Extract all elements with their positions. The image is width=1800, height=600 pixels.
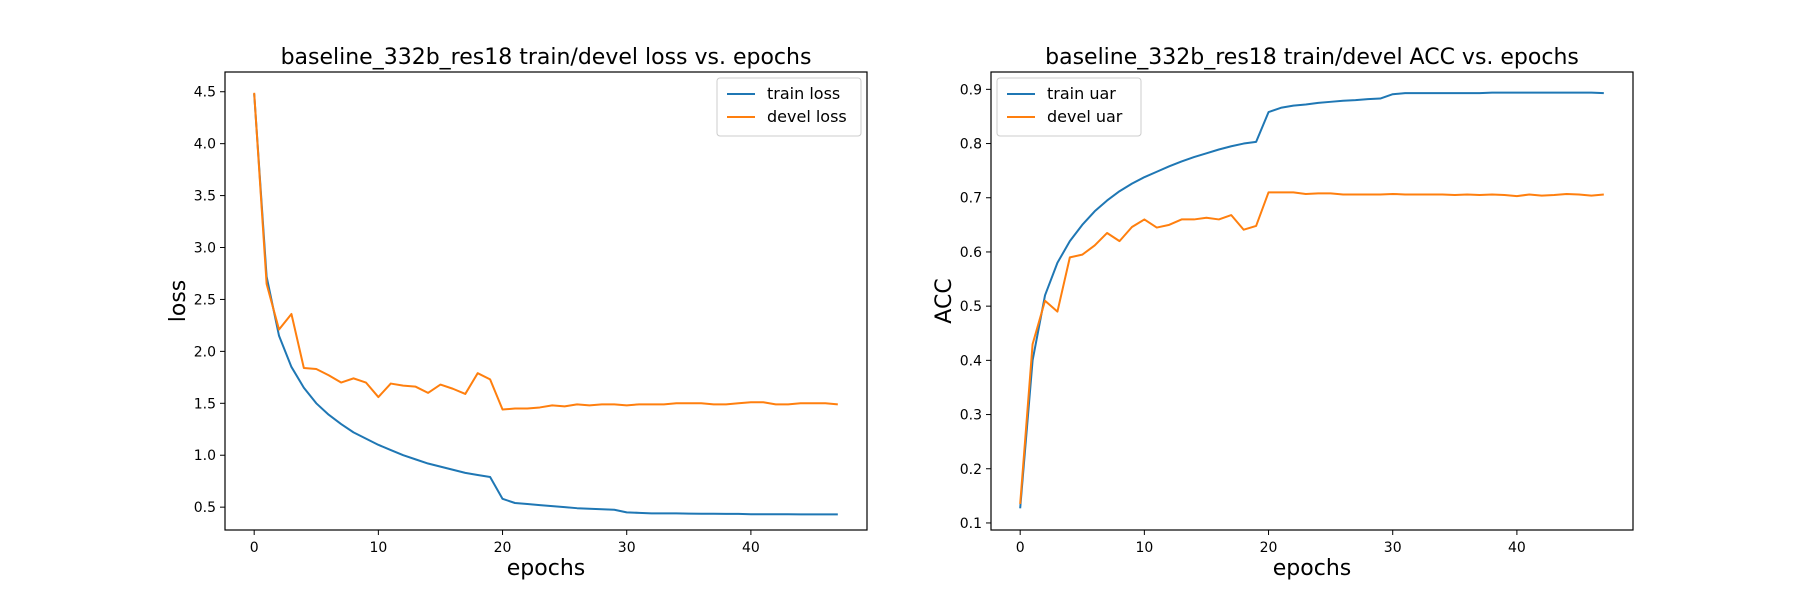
loss-legend-label-devel-loss: devel loss xyxy=(767,107,847,126)
acc-chart: baseline_332b_res18 train/devel ACC vs. … xyxy=(932,45,1634,581)
acc-y-tick-label: 0.1 xyxy=(960,516,982,532)
loss-y-tick-label: 3.0 xyxy=(194,241,216,257)
loss-chart: baseline_332b_res18 train/devel loss vs.… xyxy=(166,45,868,581)
acc-y-tick-label: 0.2 xyxy=(960,462,982,478)
acc-x-tick-label: 20 xyxy=(1260,540,1278,556)
loss-chart-x-axis-label: epochs xyxy=(507,556,585,581)
acc-series-train-uar xyxy=(1019,91,1604,509)
loss-chart-y-axis-label: loss xyxy=(166,280,191,323)
acc-y-tick-label: 0.5 xyxy=(960,299,982,315)
acc-y-tick-label: 0.9 xyxy=(960,82,982,98)
acc-plot-frame xyxy=(990,71,1634,531)
loss-chart-title: baseline_332b_res18 train/devel loss vs.… xyxy=(281,45,812,70)
acc-y-tick-label: 0.4 xyxy=(960,353,982,369)
loss-y-tick-label: 2.5 xyxy=(194,292,216,308)
loss-x-tick-label: 20 xyxy=(494,540,512,556)
acc-x-tick-label: 10 xyxy=(1135,540,1153,556)
acc-y-tick-label: 0.6 xyxy=(960,245,982,261)
acc-legend: train uar devel uar xyxy=(996,77,1142,137)
loss-y-tick-label: 2.0 xyxy=(194,344,216,360)
loss-y-tick-label: 1.0 xyxy=(194,448,216,464)
acc-y-tick-label: 0.7 xyxy=(960,191,982,207)
loss-series-devel-loss xyxy=(253,92,838,411)
loss-legend: train loss devel loss xyxy=(716,77,862,137)
loss-y-tick-label: 4.0 xyxy=(194,137,216,153)
acc-series-devel-uar xyxy=(1019,191,1604,505)
loss-x-tick-label: 10 xyxy=(369,540,387,556)
loss-series-train-loss xyxy=(253,93,838,516)
loss-x-tick-label: 40 xyxy=(742,540,760,556)
acc-chart-x-axis-label: epochs xyxy=(1273,556,1351,581)
loss-x-tick-label: 0 xyxy=(250,540,259,556)
loss-y-tick-label: 0.5 xyxy=(194,500,216,516)
loss-plot-frame xyxy=(224,71,868,531)
loss-y-tick-label: 4.5 xyxy=(194,85,216,101)
loss-y-tick-label: 1.5 xyxy=(194,396,216,412)
loss-legend-box xyxy=(716,77,862,137)
acc-x-tick-label: 40 xyxy=(1508,540,1526,556)
acc-legend-label-train-uar: train uar xyxy=(1047,84,1116,103)
acc-x-tick-label: 0 xyxy=(1016,540,1025,556)
acc-chart-title: baseline_332b_res18 train/devel ACC vs. … xyxy=(1045,45,1579,70)
loss-legend-label-train-loss: train loss xyxy=(767,84,840,103)
acc-legend-box xyxy=(996,77,1142,137)
loss-x-tick-label: 30 xyxy=(618,540,636,556)
acc-y-tick-label: 0.3 xyxy=(960,408,982,424)
acc-chart-y-axis-label: ACC xyxy=(932,278,957,323)
acc-legend-label-devel-uar: devel uar xyxy=(1047,107,1123,126)
acc-x-tick-label: 30 xyxy=(1384,540,1402,556)
loss-y-tick-label: 3.5 xyxy=(194,189,216,205)
acc-y-tick-label: 0.8 xyxy=(960,137,982,153)
